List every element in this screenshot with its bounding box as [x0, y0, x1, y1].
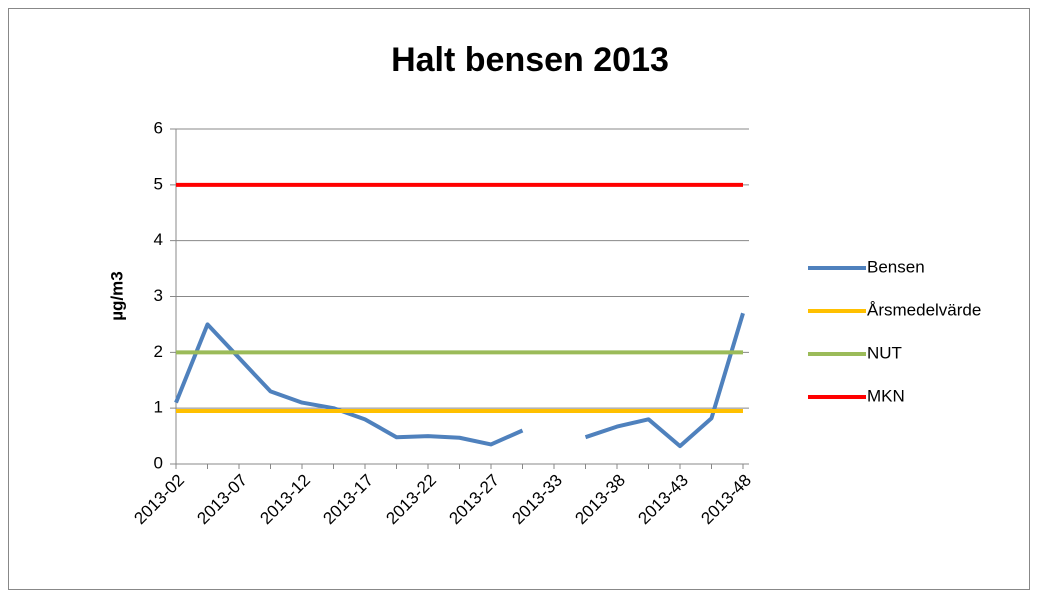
y-tick-label: 3	[154, 286, 163, 305]
legend-label: Årsmedelvärde	[867, 300, 981, 319]
y-axis-label: µg/m3	[107, 271, 126, 320]
y-tick-label: 6	[154, 118, 163, 137]
y-tick-label: 5	[154, 174, 163, 193]
y-tick-label: 0	[154, 453, 163, 472]
y-tick-label: 1	[154, 398, 163, 417]
chart-frame	[8, 8, 1030, 590]
y-tick-label: 2	[154, 342, 163, 361]
legend-label: MKN	[867, 386, 905, 405]
chart-title: Halt bensen 2013	[391, 41, 669, 79]
legend-label: Bensen	[867, 257, 925, 276]
legend-label: NUT	[867, 343, 902, 362]
y-tick-label: 4	[154, 230, 163, 249]
